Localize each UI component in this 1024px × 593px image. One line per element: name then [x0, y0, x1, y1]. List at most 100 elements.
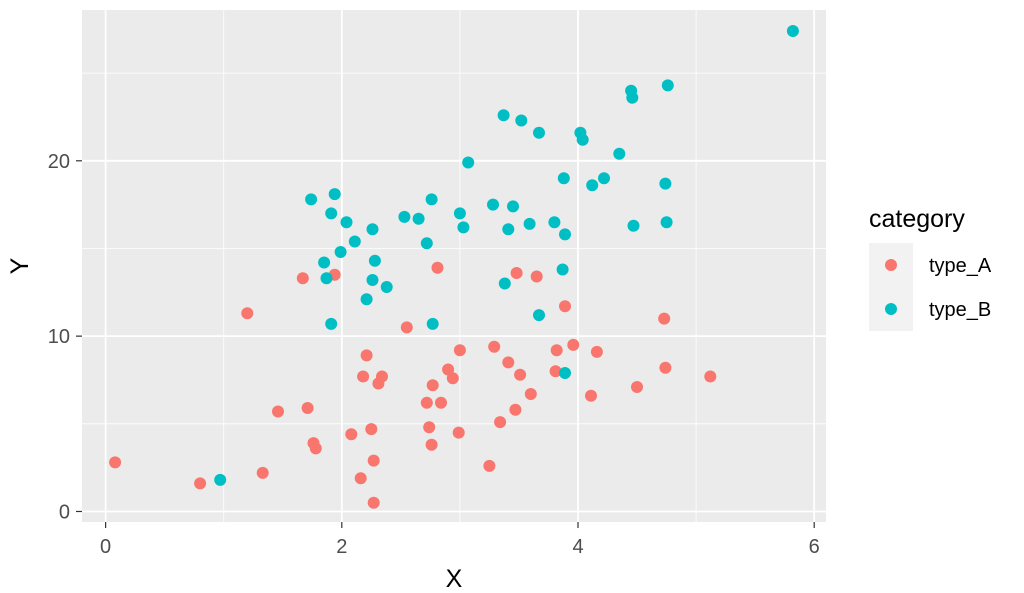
axes: 0 2 4 6 0 10 20 — [48, 151, 820, 558]
data-point-type-a — [502, 356, 515, 369]
y-axis-title: Y — [6, 257, 34, 274]
data-point-type-b — [457, 221, 470, 234]
data-point-type-b — [398, 210, 411, 223]
data-point-type-b — [523, 217, 536, 230]
data-point-type-b — [340, 216, 353, 229]
legend: category type_A type_B — [869, 205, 992, 331]
data-point-type-a — [367, 454, 380, 467]
data-point-type-b — [613, 147, 626, 160]
x-tick-label: 4 — [572, 536, 583, 558]
data-point-type-b — [586, 179, 599, 192]
data-point-type-a — [425, 438, 438, 451]
data-point-type-b — [325, 317, 338, 330]
data-point-type-b — [515, 114, 528, 127]
data-point-type-a — [435, 396, 447, 409]
data-point-type-a — [420, 396, 433, 409]
data-point-type-b — [487, 198, 499, 211]
data-point-type-b — [380, 281, 393, 293]
data-point-type-b — [660, 216, 673, 229]
data-point-type-a — [452, 426, 465, 439]
data-point-type-b — [453, 207, 466, 220]
x-tick-label: 0 — [100, 536, 111, 558]
legend-key-type-b — [885, 303, 897, 315]
data-point-type-a — [367, 496, 380, 509]
legend-label-type-b: type_B — [929, 299, 991, 321]
data-point-type-b — [425, 193, 438, 206]
data-point-type-b — [328, 188, 341, 201]
data-point-type-a — [510, 267, 523, 279]
data-point-type-a — [559, 300, 571, 313]
data-point-type-a — [400, 321, 413, 334]
legend-key-type-a — [885, 259, 897, 271]
data-point-type-a — [354, 472, 367, 485]
data-point-type-a — [296, 272, 309, 285]
data-point-type-a — [345, 428, 358, 441]
data-point-type-b — [360, 293, 373, 306]
data-point-type-a — [446, 372, 459, 385]
data-point-type-b — [334, 246, 347, 258]
data-point-type-b — [318, 256, 331, 269]
x-tick-label: 6 — [809, 536, 820, 558]
data-point-type-a — [509, 403, 522, 416]
minor-gridlines — [82, 10, 826, 522]
data-point-type-b — [426, 317, 439, 330]
data-point-type-b — [462, 156, 475, 169]
x-tick-label: 2 — [336, 536, 347, 558]
data-point-type-a — [301, 402, 314, 414]
data-point-type-b — [533, 126, 545, 139]
data-point-type-a — [256, 466, 269, 479]
data-point-type-a — [376, 370, 388, 383]
data-point-type-b — [507, 200, 519, 213]
data-point-type-b — [348, 235, 361, 248]
data-point-type-a — [704, 370, 717, 383]
data-point-type-a — [658, 312, 671, 325]
data-point-type-a — [194, 477, 207, 490]
data-point-type-a — [567, 338, 580, 351]
data-point-type-a — [494, 416, 507, 429]
data-point-type-a — [360, 349, 373, 362]
data-point-type-a — [309, 442, 322, 455]
data-point-type-a — [426, 379, 439, 392]
data-point-type-b — [598, 172, 610, 185]
data-point-type-b — [325, 207, 338, 220]
data-point-type-a — [659, 361, 672, 374]
data-points — [109, 25, 799, 509]
data-point-type-a — [585, 389, 597, 402]
data-point-type-b — [320, 272, 333, 285]
y-tick-label: 20 — [48, 151, 70, 173]
data-point-type-b — [412, 212, 425, 225]
data-point-type-a — [453, 344, 466, 357]
data-point-type-b — [498, 277, 511, 290]
data-point-type-a — [357, 370, 370, 383]
data-point-type-a — [530, 270, 543, 283]
legend-label-type-a: type_A — [929, 255, 992, 277]
data-point-type-a — [550, 344, 563, 357]
data-point-type-b — [627, 219, 640, 232]
data-point-type-a — [272, 405, 284, 418]
data-point-type-b — [533, 309, 545, 322]
data-point-type-a — [109, 456, 122, 469]
data-point-type-b — [502, 223, 515, 236]
data-point-type-b — [497, 109, 510, 122]
data-point-type-b — [659, 177, 672, 190]
x-axis-title: X — [446, 565, 463, 593]
data-point-type-b — [559, 228, 571, 241]
data-point-type-b — [368, 254, 381, 267]
data-point-type-a — [431, 261, 444, 274]
data-point-type-a — [423, 421, 436, 434]
data-point-type-a — [365, 423, 378, 436]
data-point-type-b — [557, 172, 570, 185]
data-point-type-a — [241, 307, 254, 320]
data-point-type-b — [661, 79, 674, 92]
data-point-type-a — [524, 388, 537, 400]
major-gridlines — [82, 10, 826, 522]
data-point-type-b — [626, 91, 639, 104]
y-tick-label: 0 — [59, 501, 70, 523]
data-point-type-b — [576, 133, 589, 146]
data-point-type-b — [305, 193, 318, 206]
data-point-type-a — [631, 381, 643, 393]
data-point-type-b — [556, 263, 569, 276]
data-point-type-b — [366, 223, 379, 236]
data-point-type-b — [786, 25, 799, 37]
legend-key-background — [869, 243, 913, 331]
